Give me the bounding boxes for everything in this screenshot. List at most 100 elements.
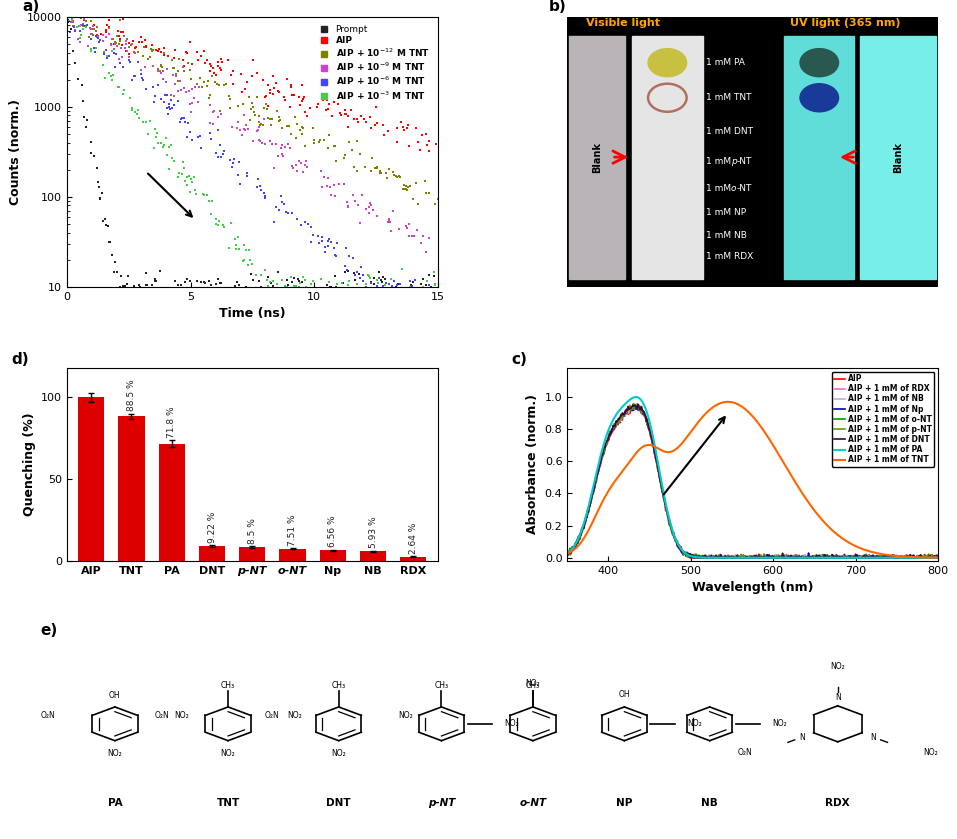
Point (323, 180, 338, 194)
Point (427, 278, 442, 291)
Point (251, 110, 266, 123)
Point (122, 91, 138, 105)
Point (294, 275, 309, 289)
Point (119, 34, 134, 48)
Point (274, 195, 289, 209)
Point (130, 55, 145, 69)
Point (211, 123, 226, 137)
AIP + 1 mM of Np (631, 402, 642, 412)
Point (428, 277, 443, 290)
Point (362, 206, 377, 220)
Point (184, 282, 199, 295)
Point (199, 79, 214, 92)
Point (256, 190, 272, 203)
Point (124, 38, 140, 51)
Point (302, 102, 318, 115)
Point (170, 170, 186, 184)
Point (147, 274, 163, 288)
Point (131, 279, 146, 292)
Point (93, 33, 108, 46)
Point (363, 110, 378, 123)
Point (229, 242, 244, 255)
Point (75, 20, 90, 34)
AIP + 1 mM of TNT (730, 399, 742, 409)
Point (212, 138, 228, 151)
Point (127, 106, 143, 119)
AIP + 1 mM of PA (841, 553, 853, 563)
Point (407, 273, 422, 286)
Point (227, 152, 242, 165)
Point (384, 279, 399, 293)
Point (409, 177, 424, 190)
Point (426, 269, 441, 283)
Point (162, 101, 177, 114)
Point (138, 267, 153, 280)
Point (211, 273, 226, 286)
Point (383, 294, 398, 308)
Point (232, 156, 247, 169)
Point (282, 142, 298, 155)
Point (413, 236, 429, 249)
Point (175, 60, 190, 74)
Text: 1 mM RDX: 1 mM RDX (706, 253, 753, 262)
Point (185, 58, 200, 71)
Point (284, 276, 300, 289)
Point (177, 116, 192, 129)
Point (263, 134, 278, 148)
Point (167, 44, 183, 57)
AIP + 1 mM of Np (562, 551, 573, 561)
Point (117, 29, 132, 43)
Point (143, 114, 158, 128)
Point (113, 56, 128, 70)
AIP + 1 mM of o-NT (627, 399, 638, 409)
Point (226, 156, 241, 169)
Point (286, 89, 301, 102)
Point (183, 126, 198, 139)
Point (367, 278, 382, 291)
Text: p: p (731, 157, 737, 165)
Point (179, 179, 194, 192)
Point (252, 116, 267, 129)
Point (268, 201, 283, 214)
Point (271, 203, 286, 216)
Point (320, 93, 335, 107)
AIP + 1 mM of o-NT (811, 551, 822, 561)
Point (369, 116, 385, 129)
Text: 1 mM PA: 1 mM PA (706, 58, 746, 67)
Point (167, 90, 182, 103)
Point (137, 34, 152, 47)
Point (248, 290, 263, 304)
Point (145, 60, 161, 73)
Point (341, 284, 356, 297)
Point (147, 272, 163, 285)
Point (203, 57, 218, 70)
AIP + 1 mM of TNT (562, 549, 573, 559)
Point (195, 188, 211, 201)
Point (155, 140, 170, 154)
Point (375, 118, 390, 132)
Point (157, 41, 172, 55)
Point (101, 13, 117, 27)
Point (226, 64, 241, 77)
AIP + 1 mM of NB (631, 401, 642, 411)
Legend: Prompt, AIP, AIP + 10$^{-12}$ M TNT, AIP + 10$^{-9}$ M TNT, AIP + 10$^{-6}$ M TN: Prompt, AIP, AIP + 10$^{-12}$ M TNT, AIP… (311, 21, 434, 105)
Point (211, 218, 226, 232)
Point (346, 160, 362, 174)
AIP + 1 mM of DNT (730, 553, 742, 563)
Point (403, 280, 418, 294)
Point (340, 200, 355, 213)
Point (211, 59, 226, 72)
Point (196, 189, 211, 202)
Point (263, 118, 278, 132)
Point (97, 45, 112, 59)
Text: N: N (870, 732, 876, 742)
Point (240, 258, 256, 271)
Point (402, 217, 417, 231)
AIP + 1 mM of p-NT (842, 553, 854, 563)
Point (209, 146, 224, 159)
Point (184, 82, 199, 96)
Point (251, 133, 266, 146)
Point (405, 281, 420, 294)
Point (369, 161, 385, 175)
Point (422, 185, 437, 199)
